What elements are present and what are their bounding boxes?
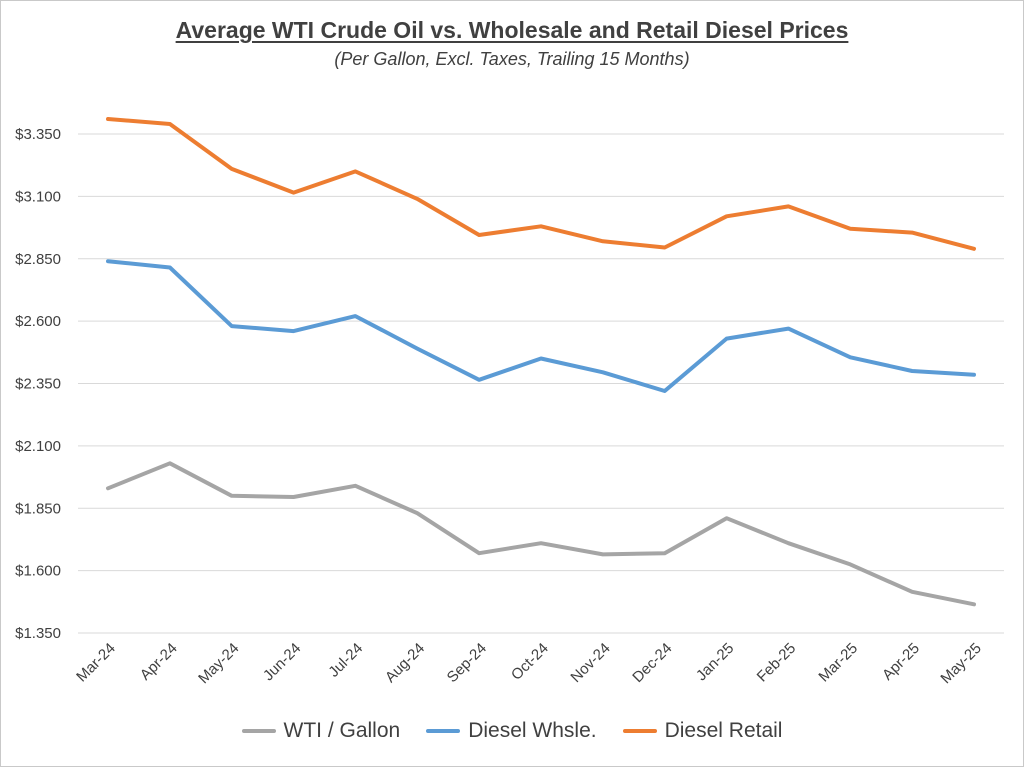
x-tick-label: Feb-25: [754, 640, 800, 686]
series-line: [106, 117, 976, 251]
legend-swatch-diesel-wholesale: [426, 729, 461, 733]
legend-swatch-wti: [241, 729, 276, 733]
legend-item-diesel-retail: Diesel Retail: [622, 719, 783, 743]
plot-area: $1.350 $1.600 $1.850 $2.100 $2.350 $2.600 $2.8…: [15, 117, 1004, 687]
y-tick-label: $2.100: [15, 438, 61, 455]
legend-label-diesel-wholesale: Diesel Whsle.: [468, 719, 597, 742]
x-tick-label: Aug-24: [382, 640, 428, 686]
x-tick-label: Jul-24: [325, 640, 366, 681]
legend-swatch-diesel-retail: [622, 729, 657, 733]
y-tick-label: $3.350: [15, 126, 61, 143]
legend-label-wti: WTI / Gallon: [283, 719, 401, 742]
chart-title: Average WTI Crude Oil vs. Wholesale and …: [175, 17, 849, 43]
x-tick-label: Oct-24: [508, 640, 552, 684]
y-tick-label: $2.850: [15, 251, 61, 268]
y-tick-label: $1.850: [15, 500, 61, 517]
chart-subtitle: (Per Gallon, Excl. Taxes, Trailing 15 Mo…: [334, 49, 690, 69]
x-axis-ticks: Mar-24 Apr-24 May-24 Jun-24 Jul-24 Aug-24 Sep-…: [73, 640, 985, 687]
x-tick-label: Mar-25: [815, 640, 861, 686]
x-tick-label: May-25: [937, 640, 984, 687]
x-tick-label: May-24: [195, 640, 242, 687]
legend-item-diesel-wholesale: Diesel Whsle.: [426, 719, 597, 743]
y-tick-label: $1.600: [15, 563, 61, 580]
x-tick-label: Jan-25: [693, 640, 737, 684]
x-tick-label: Dec-24: [629, 640, 675, 686]
series-lines: [106, 117, 976, 607]
x-tick-label: Sep-24: [444, 640, 490, 686]
legend: WTI / Gallon Diesel Whsle. Diesel Retail: [1, 719, 1023, 743]
gridlines: [78, 133, 1004, 634]
x-tick-label: Jun-24: [260, 640, 304, 684]
y-tick-label: $1.350: [15, 625, 61, 642]
legend-item-wti: WTI / Gallon: [241, 719, 401, 743]
y-tick-label: $3.100: [15, 188, 61, 205]
series-line: [106, 461, 976, 607]
y-tick-label: $2.600: [15, 313, 61, 330]
series-line: [106, 259, 976, 393]
x-tick-label: Apr-24: [137, 640, 181, 684]
x-tick-label: Nov-24: [567, 640, 613, 686]
legend-label-diesel-retail: Diesel Retail: [664, 719, 783, 742]
x-tick-label: Apr-25: [879, 640, 923, 684]
y-axis-ticks: $1.350 $1.600 $1.850 $2.100 $2.350 $2.600 $2.8…: [15, 126, 61, 642]
y-tick-label: $2.350: [15, 376, 61, 393]
x-tick-label: Mar-24: [73, 640, 119, 686]
